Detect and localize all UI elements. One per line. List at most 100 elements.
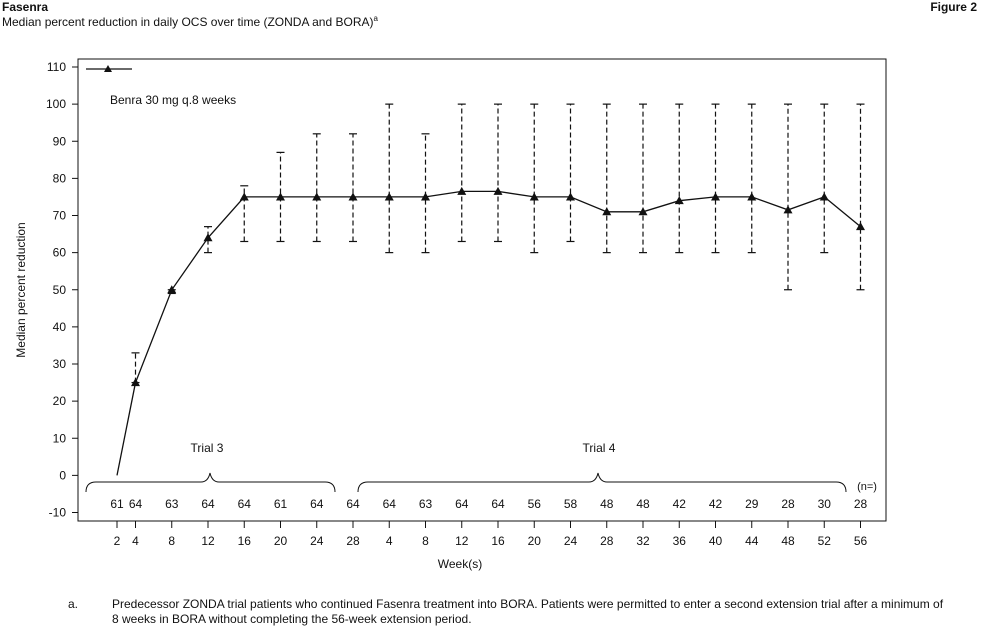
x-tick-label: 8 bbox=[168, 534, 175, 548]
data-point-marker bbox=[276, 192, 285, 201]
n-value: 64 bbox=[455, 497, 469, 511]
data-point-marker bbox=[566, 192, 575, 201]
data-point-marker bbox=[384, 192, 394, 201]
x-tick-label: 48 bbox=[781, 534, 795, 548]
x-tick-label: 20 bbox=[274, 534, 288, 548]
y-tick-label: 30 bbox=[53, 357, 67, 371]
x-tick-label: 12 bbox=[455, 534, 469, 548]
chart-title-text: Median percent reduction in daily OCS ov… bbox=[2, 15, 374, 29]
chart-title: Median percent reduction in daily OCS ov… bbox=[2, 14, 378, 29]
n-value: 63 bbox=[165, 497, 179, 511]
y-tick-label: 50 bbox=[53, 283, 67, 297]
y-tick-label: 80 bbox=[53, 171, 67, 185]
footnote-text: Predecessor ZONDA trial patients who con… bbox=[112, 597, 944, 626]
y-tick-label: 60 bbox=[53, 246, 67, 260]
n-value: 61 bbox=[110, 497, 124, 511]
x-tick-label: 24 bbox=[310, 534, 324, 548]
x-tick-label: 52 bbox=[818, 534, 832, 548]
x-tick-label: 20 bbox=[528, 534, 542, 548]
x-tick-label: 36 bbox=[673, 534, 687, 548]
trial3-brace bbox=[85, 472, 336, 493]
data-point-marker bbox=[203, 233, 213, 242]
y-axis-label: Median percent reduction bbox=[14, 222, 28, 357]
n-value: 28 bbox=[781, 497, 795, 511]
x-tick-label: 8 bbox=[422, 534, 429, 548]
n-value: 64 bbox=[491, 497, 505, 511]
data-point-marker bbox=[312, 192, 322, 201]
y-tick-label: -10 bbox=[49, 506, 67, 520]
x-tick-label: 4 bbox=[132, 534, 139, 548]
data-point-marker bbox=[856, 222, 865, 231]
legend-series-label: Benra 30 mg q.8 weeks bbox=[110, 93, 236, 107]
n-value: 48 bbox=[636, 497, 650, 511]
data-point-marker bbox=[457, 186, 467, 195]
y-tick-label: 110 bbox=[47, 60, 66, 74]
y-tick-label: 0 bbox=[59, 468, 66, 482]
x-axis: 2 4 8 12 16 20 24 28 4 8 12 16 20 24 28 32 36 40 44 48 52 56 bbox=[114, 521, 868, 548]
legend-triangle-icon bbox=[104, 65, 112, 72]
n-value: 30 bbox=[818, 497, 832, 511]
trial3-label: Trial 3 bbox=[191, 441, 224, 455]
n-value: 64 bbox=[129, 497, 143, 511]
data-point-marker bbox=[783, 205, 793, 214]
x-tick-label: 28 bbox=[346, 534, 360, 548]
data-point-marker bbox=[819, 192, 829, 201]
n-value: 29 bbox=[745, 497, 759, 511]
n-value: 28 bbox=[854, 497, 868, 511]
n-value: 48 bbox=[600, 497, 614, 511]
x-axis-label: Week(s) bbox=[438, 557, 482, 571]
n-value: 61 bbox=[274, 497, 288, 511]
footnote-mark: a. bbox=[68, 597, 79, 611]
n-value: 63 bbox=[419, 497, 433, 511]
series-line-benra bbox=[116, 190, 861, 476]
data-point-marker bbox=[674, 196, 684, 205]
n-header: (n=) bbox=[857, 481, 877, 493]
x-tick-label: 40 bbox=[709, 534, 723, 548]
n-value: 64 bbox=[346, 497, 360, 511]
n-values-row: 61 64 63 64 64 61 64 64 64 63 64 64 56 58 48 48 42 42 29 28… bbox=[110, 497, 867, 511]
x-tick-label: 56 bbox=[854, 534, 868, 548]
n-value: 64 bbox=[201, 497, 215, 511]
figure-label: Figure 2 bbox=[930, 0, 977, 14]
y-tick-label: 90 bbox=[53, 134, 67, 148]
data-point-marker bbox=[602, 207, 612, 216]
n-value: 42 bbox=[673, 497, 687, 511]
trial4-label: Trial 4 bbox=[583, 441, 616, 455]
n-value: 64 bbox=[238, 497, 252, 511]
n-value: 58 bbox=[564, 497, 578, 511]
x-tick-label: 2 bbox=[114, 534, 121, 548]
brand-name: Fasenra bbox=[2, 0, 49, 14]
chart-title-footnote-mark: a bbox=[373, 14, 378, 23]
data-point-marker bbox=[493, 186, 503, 195]
x-tick-label: 28 bbox=[600, 534, 614, 548]
n-value: 42 bbox=[709, 497, 723, 511]
trial4-brace bbox=[357, 472, 847, 493]
n-value: 64 bbox=[310, 497, 324, 511]
data-point-marker bbox=[167, 285, 177, 294]
data-point-marker bbox=[348, 192, 358, 201]
data-point-marker bbox=[711, 192, 720, 201]
data-point-marker bbox=[747, 192, 757, 201]
x-tick-label: 16 bbox=[238, 534, 252, 548]
legend: Benra 30 mg q.8 weeks bbox=[86, 65, 236, 107]
x-tick-label: 32 bbox=[636, 534, 650, 548]
n-value: 64 bbox=[383, 497, 397, 511]
y-tick-label: 70 bbox=[53, 209, 67, 223]
y-tick-label: 40 bbox=[53, 320, 67, 334]
x-tick-label: 24 bbox=[564, 534, 578, 548]
y-axis: -10 0 10 20 30 40 50 60 70 80 90 100 110 bbox=[46, 60, 78, 520]
series-markers bbox=[131, 186, 865, 387]
x-tick-label: 4 bbox=[386, 534, 393, 548]
y-tick-label: 100 bbox=[46, 97, 66, 111]
n-value: 56 bbox=[528, 497, 542, 511]
data-point-marker bbox=[421, 192, 430, 201]
data-point-marker bbox=[239, 192, 249, 201]
data-point-marker bbox=[638, 207, 648, 216]
y-tick-label: 20 bbox=[53, 394, 67, 408]
error-bars bbox=[131, 103, 865, 384]
data-point-marker bbox=[131, 378, 140, 387]
data-point-marker bbox=[529, 192, 539, 201]
trial-braces bbox=[85, 472, 847, 493]
x-tick-label: 44 bbox=[745, 534, 759, 548]
